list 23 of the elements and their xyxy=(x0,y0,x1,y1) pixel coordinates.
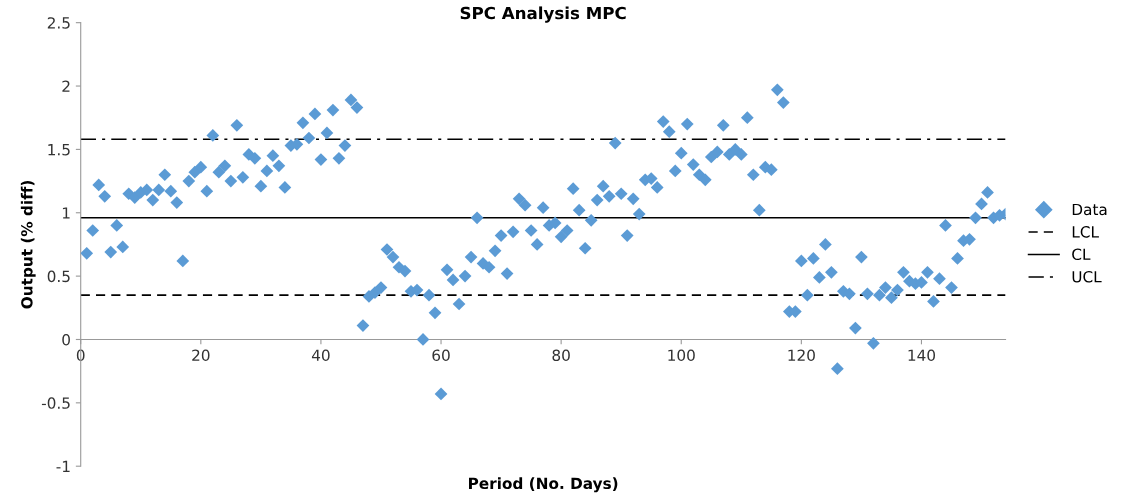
y-tick-label: 0 xyxy=(62,333,70,346)
y-axis-title: Output (% diff) xyxy=(20,180,36,309)
x-tick-label: 100 xyxy=(668,349,695,362)
y-tick-label: -1 xyxy=(56,460,70,472)
x-tick-label: 140 xyxy=(908,349,936,362)
x-tick-label: 0 xyxy=(76,349,85,362)
y-tick-label: 2.5 xyxy=(47,17,70,29)
x-tick-label: 60 xyxy=(432,349,450,362)
chart-title: SPC Analysis MPC xyxy=(460,6,626,23)
legend-label: Data xyxy=(1072,203,1107,216)
legend-label: CL xyxy=(1072,248,1091,261)
y-tick-label: 0.5 xyxy=(47,270,70,283)
x-axis-title: Period (No. Days) xyxy=(469,477,618,493)
y-tick-label: 2 xyxy=(62,80,70,92)
y-tick-label: 1.5 xyxy=(48,144,70,156)
y-tick-label: -0.5 xyxy=(41,397,70,409)
y-tick-label: 1 xyxy=(62,207,70,219)
x-tick-label: 40 xyxy=(311,349,330,362)
x-tick-label: 20 xyxy=(192,349,210,362)
x-tick-label: 80 xyxy=(552,349,570,362)
legend-label: LCL xyxy=(1072,226,1099,238)
legend-label: UCL xyxy=(1072,270,1102,283)
x-tick-label: 120 xyxy=(788,349,815,362)
